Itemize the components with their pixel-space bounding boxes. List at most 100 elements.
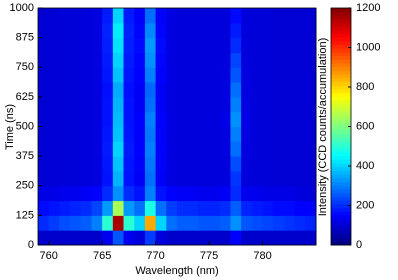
heatmap-cell <box>123 22 135 39</box>
heatmap-cell <box>134 200 146 216</box>
heatmap-cell <box>262 37 274 53</box>
colorbar-swatch <box>331 19 351 24</box>
heatmap-cell <box>209 185 221 202</box>
heatmap-cell <box>177 141 189 157</box>
heatmap-cell <box>187 141 199 157</box>
heatmap-cell <box>144 52 157 68</box>
heatmap-cell <box>166 52 178 68</box>
heatmap-cell <box>219 215 231 231</box>
heatmap-cell <box>91 200 103 216</box>
heatmap-cell <box>155 215 167 231</box>
heatmap-cell <box>273 215 285 231</box>
heatmap-cell <box>198 82 210 98</box>
colorbar-swatch <box>331 119 351 124</box>
heatmap-cell <box>283 82 296 98</box>
colorbar-swatch <box>331 93 351 98</box>
heatmap-cell <box>283 126 296 142</box>
heatmap-cell <box>230 22 242 39</box>
colorbar-swatch <box>331 74 351 79</box>
heatmap-cell <box>262 185 274 202</box>
heatmap-cell <box>166 200 178 216</box>
heatmap-cell <box>134 96 146 113</box>
heatmap-cell <box>230 141 242 157</box>
heatmap-cell <box>187 8 199 24</box>
y-tick-label: 875 <box>16 32 34 44</box>
heatmap-cell <box>155 230 167 246</box>
heatmap-cell <box>219 185 231 202</box>
heatmap-cell <box>305 200 317 216</box>
heatmap-cell <box>134 126 146 142</box>
heatmap-cell <box>144 215 157 231</box>
heatmap-cell <box>38 141 50 157</box>
heatmap-cell <box>273 22 285 39</box>
heatmap-cell <box>262 67 274 83</box>
heatmap-cell <box>251 96 264 113</box>
colorbar-swatch <box>331 211 351 216</box>
heatmap-cell <box>91 22 103 39</box>
heatmap-cell <box>187 22 199 39</box>
heatmap-cell <box>251 67 264 83</box>
colorbar-swatch <box>331 100 351 105</box>
heatmap-cell <box>48 126 60 142</box>
heatmap-cell <box>273 8 285 24</box>
heatmap-cell <box>91 185 103 202</box>
heatmap-cell <box>230 8 242 24</box>
heatmap-cell <box>155 82 167 98</box>
heatmap-cell <box>134 111 146 127</box>
heatmap-cell <box>70 156 82 172</box>
heatmap-cell <box>59 37 71 53</box>
heatmap-cell <box>102 126 114 142</box>
heatmap-cell <box>102 52 114 68</box>
colorbar-swatch <box>331 70 351 76</box>
heatmap-cell <box>219 170 231 187</box>
colorbar-swatch <box>331 30 351 35</box>
heatmap-cell <box>102 82 114 98</box>
heatmap-cell <box>251 111 264 127</box>
heatmap-cell <box>102 8 114 24</box>
heatmap-cell <box>251 141 264 157</box>
colorbar-swatch <box>331 115 351 120</box>
heatmap-cell <box>123 200 135 216</box>
heatmap-cell <box>198 141 210 157</box>
heatmap-cell <box>219 111 231 127</box>
heatmap-cell <box>230 185 242 202</box>
heatmap-cell <box>80 96 92 113</box>
colorbar-swatch <box>331 219 351 224</box>
heatmap-cell <box>230 126 242 142</box>
heatmap-cell <box>177 111 189 127</box>
heatmap-cell <box>187 156 199 172</box>
heatmap-cell <box>59 8 71 24</box>
heatmap-cell <box>177 200 189 216</box>
heatmap-cell <box>166 215 178 231</box>
heatmap-cell <box>91 111 103 127</box>
heatmap-cell <box>198 8 210 24</box>
heatmap-cell <box>155 200 167 216</box>
heatmap-cell <box>241 22 253 39</box>
heatmap-cell <box>198 230 210 246</box>
heatmap-cell <box>70 37 82 53</box>
heatmap-cell <box>144 67 157 83</box>
heatmap-cell <box>198 185 210 202</box>
colorbar-swatch <box>331 204 351 209</box>
colorbar-swatch <box>331 67 351 72</box>
heatmap-cell <box>209 111 221 127</box>
heatmap-cell <box>198 67 210 83</box>
heatmap-cell <box>230 200 242 216</box>
heatmap-cell <box>123 67 135 83</box>
heatmap-cell <box>59 156 71 172</box>
heatmap-cell <box>294 230 306 246</box>
heatmap-cell <box>305 156 317 172</box>
heatmap-cell <box>48 82 60 98</box>
heatmap-cell <box>219 96 231 113</box>
heatmap-cell <box>59 126 71 142</box>
heatmap-cell <box>144 170 157 187</box>
heatmap-cell <box>123 52 135 68</box>
heatmap-cell <box>187 185 199 202</box>
heatmap-cell <box>187 230 199 246</box>
colorbar-swatch <box>331 59 351 65</box>
heatmap-cell <box>123 82 135 98</box>
colorbar-swatch <box>331 200 351 205</box>
heatmap-cell <box>283 200 296 216</box>
heatmap-cell <box>155 170 167 187</box>
heatmap-cell <box>251 8 264 24</box>
